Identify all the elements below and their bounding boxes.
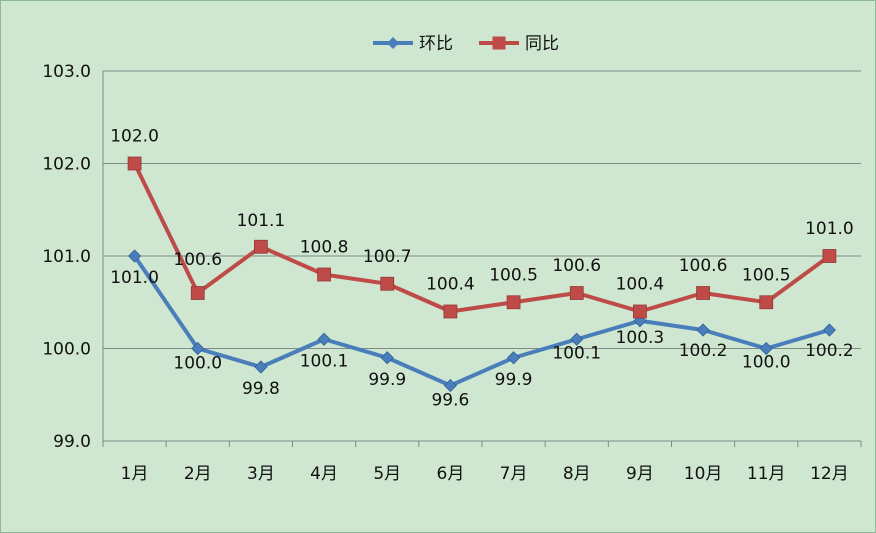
data-point-diamond: [191, 341, 205, 356]
data-point-diamond: [570, 332, 584, 346]
y-tick-label: 99.0: [53, 432, 91, 452]
x-tick-label: 5月: [373, 464, 401, 484]
data-point-square: [696, 286, 710, 300]
data-point-diamond: [128, 249, 142, 263]
data-point-square: [317, 267, 331, 282]
x-tick-label: 9月: [626, 464, 654, 484]
data-label: 100.1: [300, 351, 349, 371]
data-point-diamond: [380, 351, 394, 365]
data-label: 101.0: [805, 219, 854, 239]
data-label: 100.1: [552, 343, 601, 363]
data-point-diamond: [443, 378, 457, 393]
data-point-square: [822, 249, 837, 263]
x-tick-label: 12月: [810, 464, 849, 484]
y-tick-label: 100.0: [42, 340, 91, 360]
data-point-square: [633, 304, 647, 319]
data-label: 100.4: [616, 275, 665, 295]
data-label: 99.8: [242, 379, 280, 399]
data-label: 101.1: [237, 211, 286, 231]
x-tick-label: 7月: [500, 464, 528, 484]
data-label: 99.9: [495, 370, 533, 390]
data-point-diamond: [507, 351, 521, 365]
data-label: 100.6: [552, 256, 601, 276]
data-labels: 101.0 100.0 99.8 100.1 99.9 99.6 99.9 100.1 100.…: [110, 127, 854, 411]
data-label: 100.5: [742, 265, 791, 285]
x-tick-label: 11月: [747, 464, 786, 484]
data-label: 102.0: [110, 127, 159, 147]
data-label: 100.7: [363, 247, 412, 267]
data-point-diamond: [317, 332, 331, 346]
data-label: 99.9: [368, 370, 406, 390]
data-point-square: [127, 156, 142, 171]
data-label: 100.5: [489, 265, 538, 285]
data-label: 101.0: [110, 268, 159, 288]
data-point-square: [569, 286, 584, 300]
x-tick-label: 6月: [437, 464, 465, 484]
data-label: 100.2: [805, 341, 854, 361]
data-point-diamond: [759, 341, 773, 356]
series-line-tongbi: [132, 162, 831, 314]
series-line-huanbi: [132, 254, 830, 388]
legend: 环比 同比: [373, 34, 559, 54]
x-tick-label: 4月: [310, 464, 338, 484]
data-point-diamond: [254, 360, 268, 374]
data-label: 100.8: [300, 238, 349, 258]
x-tick-label: 8月: [563, 464, 591, 484]
legend-label: 同比: [525, 34, 559, 54]
y-tick-label: 102.0: [42, 155, 91, 175]
series: [127, 156, 837, 393]
data-point-square: [190, 286, 205, 300]
y-tick-label: 101.0: [42, 247, 91, 267]
legend-label: 环比: [419, 34, 453, 54]
data-label: 100.6: [173, 250, 222, 270]
data-point-diamond: [696, 323, 710, 337]
x-tick-label: 10月: [684, 464, 723, 484]
data-label: 100.4: [426, 275, 475, 295]
x-tick-label: 2月: [184, 464, 212, 484]
data-point-square: [443, 304, 458, 319]
data-label: 100.3: [616, 328, 665, 348]
x-tick-label: 3月: [247, 464, 275, 484]
x-tick-label: 1月: [121, 464, 149, 484]
data-label: 100.0: [173, 354, 222, 374]
data-label: 100.6: [679, 256, 728, 276]
axes: 99.0 100.0 101.0 102.0 103.0 1月 2月 3月 4月 5月 6月 7月 8月…: [42, 62, 862, 484]
data-point-square: [759, 295, 774, 310]
data-label: 100.2: [679, 341, 728, 361]
y-tick-label: 103.0: [42, 62, 91, 82]
data-label: 100.0: [742, 353, 791, 373]
data-point-square: [380, 276, 395, 291]
data-point-square: [254, 239, 268, 254]
legend-marker-square: [492, 36, 506, 50]
data-label: 99.6: [431, 391, 469, 411]
legend-marker-diamond: [387, 37, 399, 49]
data-point-square: [506, 295, 521, 310]
data-point-diamond: [822, 323, 836, 337]
